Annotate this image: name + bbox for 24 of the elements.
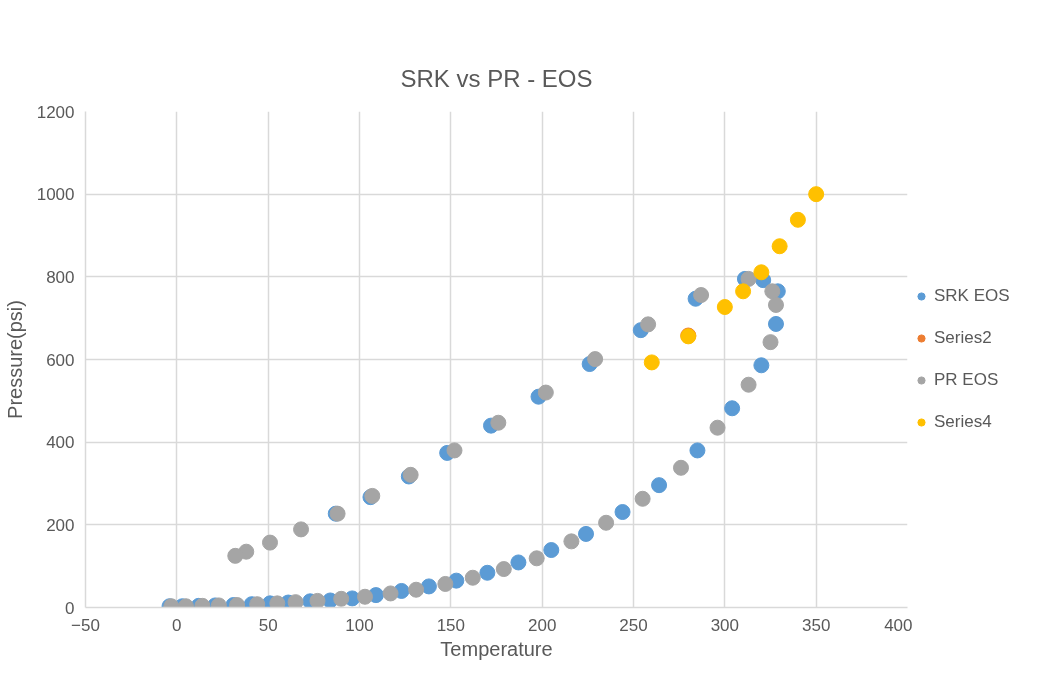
x-tick-label: 350: [801, 615, 831, 635]
legend-label: Series4: [934, 412, 992, 432]
y-tick-label: 600: [46, 350, 75, 370]
y-axis-title: Pressure(psi): [3, 300, 26, 419]
x-tick-label: −50: [71, 615, 100, 635]
x-tick-label: 100: [345, 615, 374, 635]
x-tick-label: 300: [710, 615, 740, 635]
y-tick-label: 200: [46, 515, 75, 535]
y-tick-label: 800: [46, 267, 75, 287]
legend-label: SRK EOS: [934, 286, 1010, 306]
y-tick-label: 1000: [36, 185, 75, 205]
x-tick-label: 400: [884, 615, 913, 635]
y-tick-label: 0: [65, 598, 75, 618]
legend-label: PR EOS: [934, 370, 999, 390]
x-tick-label: 50: [258, 615, 278, 635]
x-tick-label: 250: [619, 615, 648, 635]
chart-title: SRK vs PR - EOS: [400, 64, 593, 92]
x-tick-label: 150: [436, 615, 466, 635]
x-axis-title: Temperature: [440, 637, 553, 660]
x-tick-label: 200: [527, 615, 557, 635]
x-tick-label: 0: [172, 615, 182, 635]
y-tick-label: 1200: [36, 102, 75, 122]
y-tick-label: 400: [46, 433, 75, 453]
legend-label: Series2: [934, 328, 992, 348]
